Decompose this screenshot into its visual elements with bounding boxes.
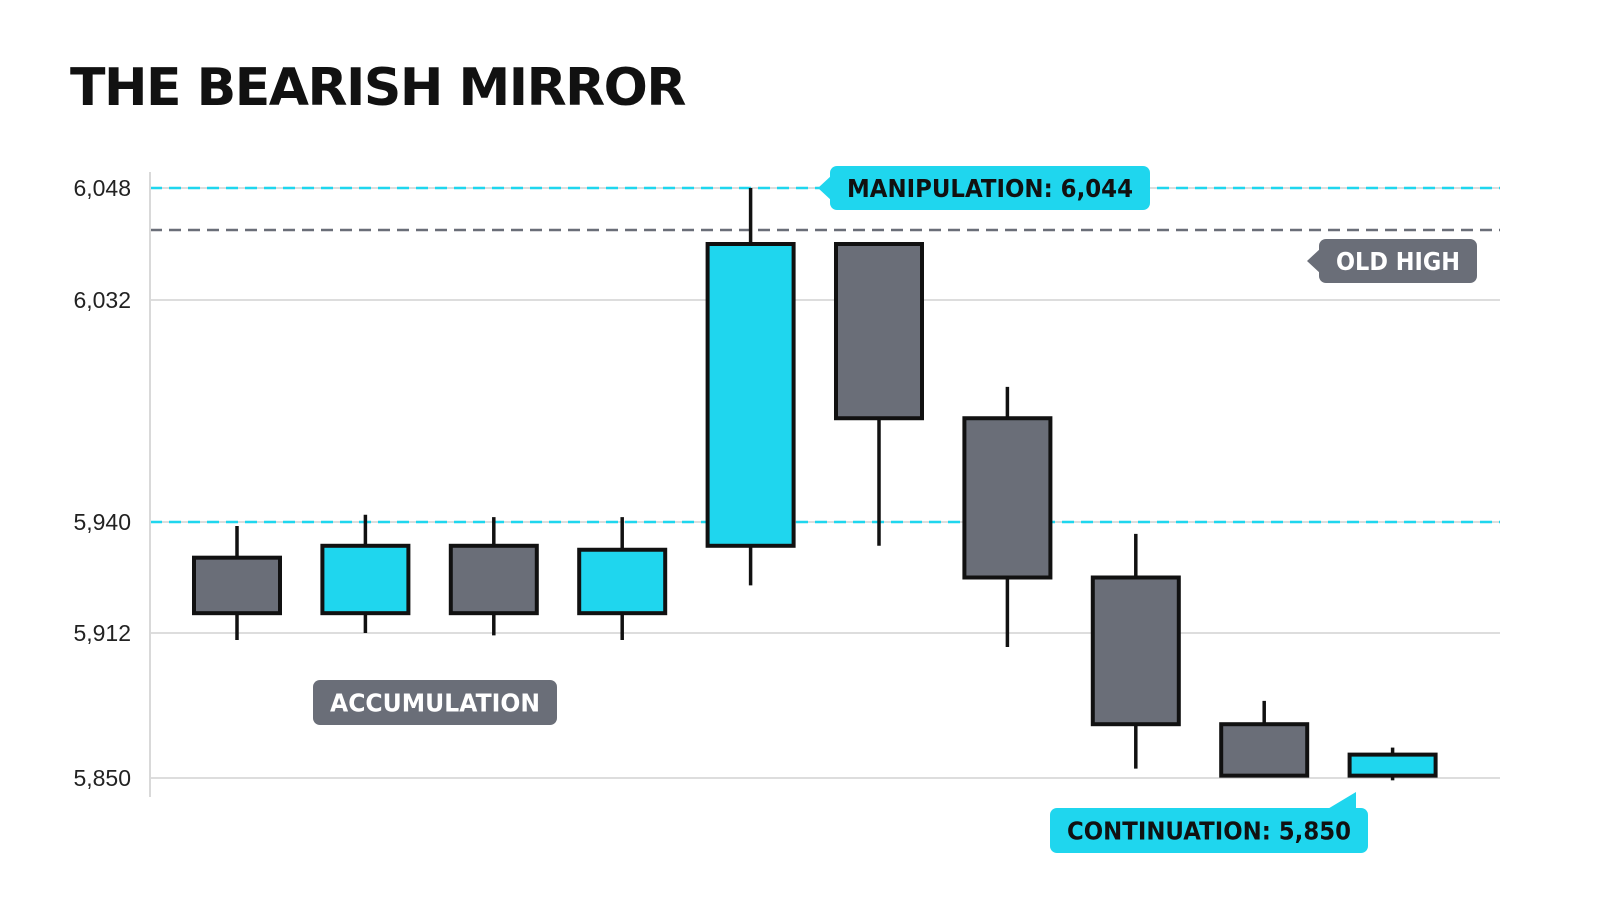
annotation-label: MANIPULATION: 6,044 (818, 166, 1150, 210)
annotations: MANIPULATION: 6,044 OLD HIGH ACCUMULATION C… (313, 166, 1477, 853)
candle (834, 242, 924, 546)
annotation-box (1050, 808, 1368, 853)
annotation-box (1319, 239, 1477, 283)
y-tick-label: 6,048 (73, 175, 131, 201)
annotation-box (830, 166, 1150, 210)
candle-body (962, 416, 1053, 580)
candle-body (320, 543, 411, 616)
annotation-text: CONTINUATION: 5,850 (1067, 817, 1351, 846)
candle-body (448, 543, 539, 616)
y-tick-label: 5,940 (73, 509, 131, 535)
candle-body (705, 242, 796, 548)
annotation-text: OLD HIGH (1336, 247, 1460, 276)
candle (1347, 747, 1438, 781)
candle-body (1090, 575, 1181, 727)
candle-body (192, 555, 282, 616)
candle-body (1219, 722, 1310, 778)
annotation-label: ACCUMULATION (313, 680, 557, 725)
candle (192, 525, 282, 641)
candle (962, 386, 1053, 648)
annotation-pointer (1326, 792, 1356, 810)
candle-body (1347, 752, 1438, 778)
candle (1219, 700, 1310, 778)
candles (192, 188, 1438, 781)
annotation-pointer (818, 175, 832, 201)
candle-body (834, 242, 924, 421)
annotation-pointer (1307, 248, 1321, 274)
y-tick-label: 5,850 (73, 765, 131, 791)
annotation-label: CONTINUATION: 5,850 (1050, 792, 1368, 853)
annotation-text: ACCUMULATION (330, 689, 540, 718)
candle (577, 517, 668, 641)
chart-title: THE BEARISH MIRROR (70, 58, 686, 118)
annotation-box (313, 680, 557, 725)
candle (705, 188, 796, 586)
candle (448, 517, 539, 636)
reference-lines (150, 186, 1500, 524)
y-tick-label: 6,032 (73, 287, 131, 313)
candle (320, 514, 411, 633)
candle-body (577, 547, 668, 616)
annotation-text: MANIPULATION: 6,044 (847, 174, 1133, 203)
y-tick-label: 5,912 (73, 620, 131, 646)
candle (1090, 533, 1181, 769)
y-axis-tick-labels: 6,048 6,032 5,940 5,912 5,850 (73, 175, 131, 791)
annotation-label: OLD HIGH (1307, 239, 1477, 283)
